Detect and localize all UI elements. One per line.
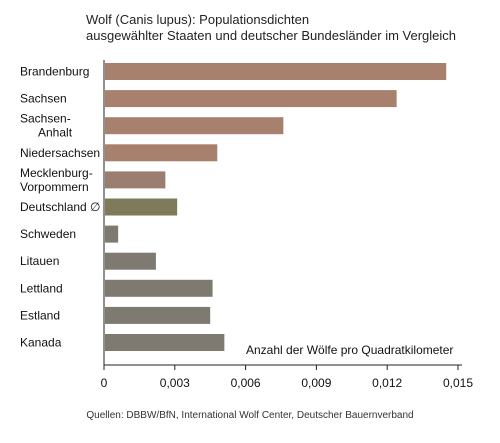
chart-title: Wolf (Canis lupus): Populationsdichten bbox=[86, 12, 309, 27]
bar bbox=[105, 306, 211, 324]
x-tick-label: 0,009 bbox=[301, 376, 331, 390]
x-tick-label: 0,015 bbox=[443, 376, 473, 390]
bar bbox=[105, 334, 225, 351]
bar bbox=[105, 144, 218, 162]
bars bbox=[105, 63, 447, 351]
category-label: Vorpommern bbox=[20, 180, 89, 194]
bar bbox=[105, 252, 156, 270]
category-label: Schweden bbox=[20, 227, 76, 241]
category-label: Niedersachsen bbox=[20, 146, 100, 160]
category-label: Litauen bbox=[20, 254, 59, 268]
category-label: Kanada bbox=[20, 336, 62, 350]
bar bbox=[105, 279, 213, 297]
bar bbox=[105, 171, 166, 189]
bar bbox=[105, 225, 119, 243]
x-tick-label: 0,006 bbox=[231, 376, 261, 390]
bar bbox=[105, 198, 178, 216]
x-tick-label: 0,012 bbox=[372, 376, 402, 390]
chart-subtitle: ausgewählter Staaten und deutscher Bunde… bbox=[86, 28, 456, 43]
x-tick-label: 0 bbox=[101, 376, 108, 390]
bar bbox=[105, 117, 284, 135]
x-axis-ticks: 0 0,003 0,006 0,009 0,012 0,015 bbox=[101, 365, 473, 390]
category-label: Sachsen- bbox=[20, 112, 71, 126]
bar bbox=[105, 90, 397, 108]
category-label: Anhalt bbox=[38, 126, 73, 140]
category-label: Estland bbox=[20, 308, 60, 322]
category-label: Mecklenburg- bbox=[20, 166, 93, 180]
category-labels: Brandenburg Sachsen Sachsen-Anhalt Niedersa… bbox=[20, 65, 101, 350]
x-axis-label: Anzahl der Wölfe pro Quadratkilometer bbox=[246, 343, 453, 357]
category-label: Lettland bbox=[20, 281, 63, 295]
category-label: Brandenburg bbox=[20, 65, 89, 79]
x-tick-label: 0,003 bbox=[160, 376, 190, 390]
bar bbox=[105, 63, 447, 80]
category-label: Deutschland ∅ bbox=[20, 200, 101, 214]
source-note: Quellen: DBBW/BfN, International Wolf Ce… bbox=[86, 410, 413, 421]
category-label: Sachsen bbox=[20, 92, 67, 106]
